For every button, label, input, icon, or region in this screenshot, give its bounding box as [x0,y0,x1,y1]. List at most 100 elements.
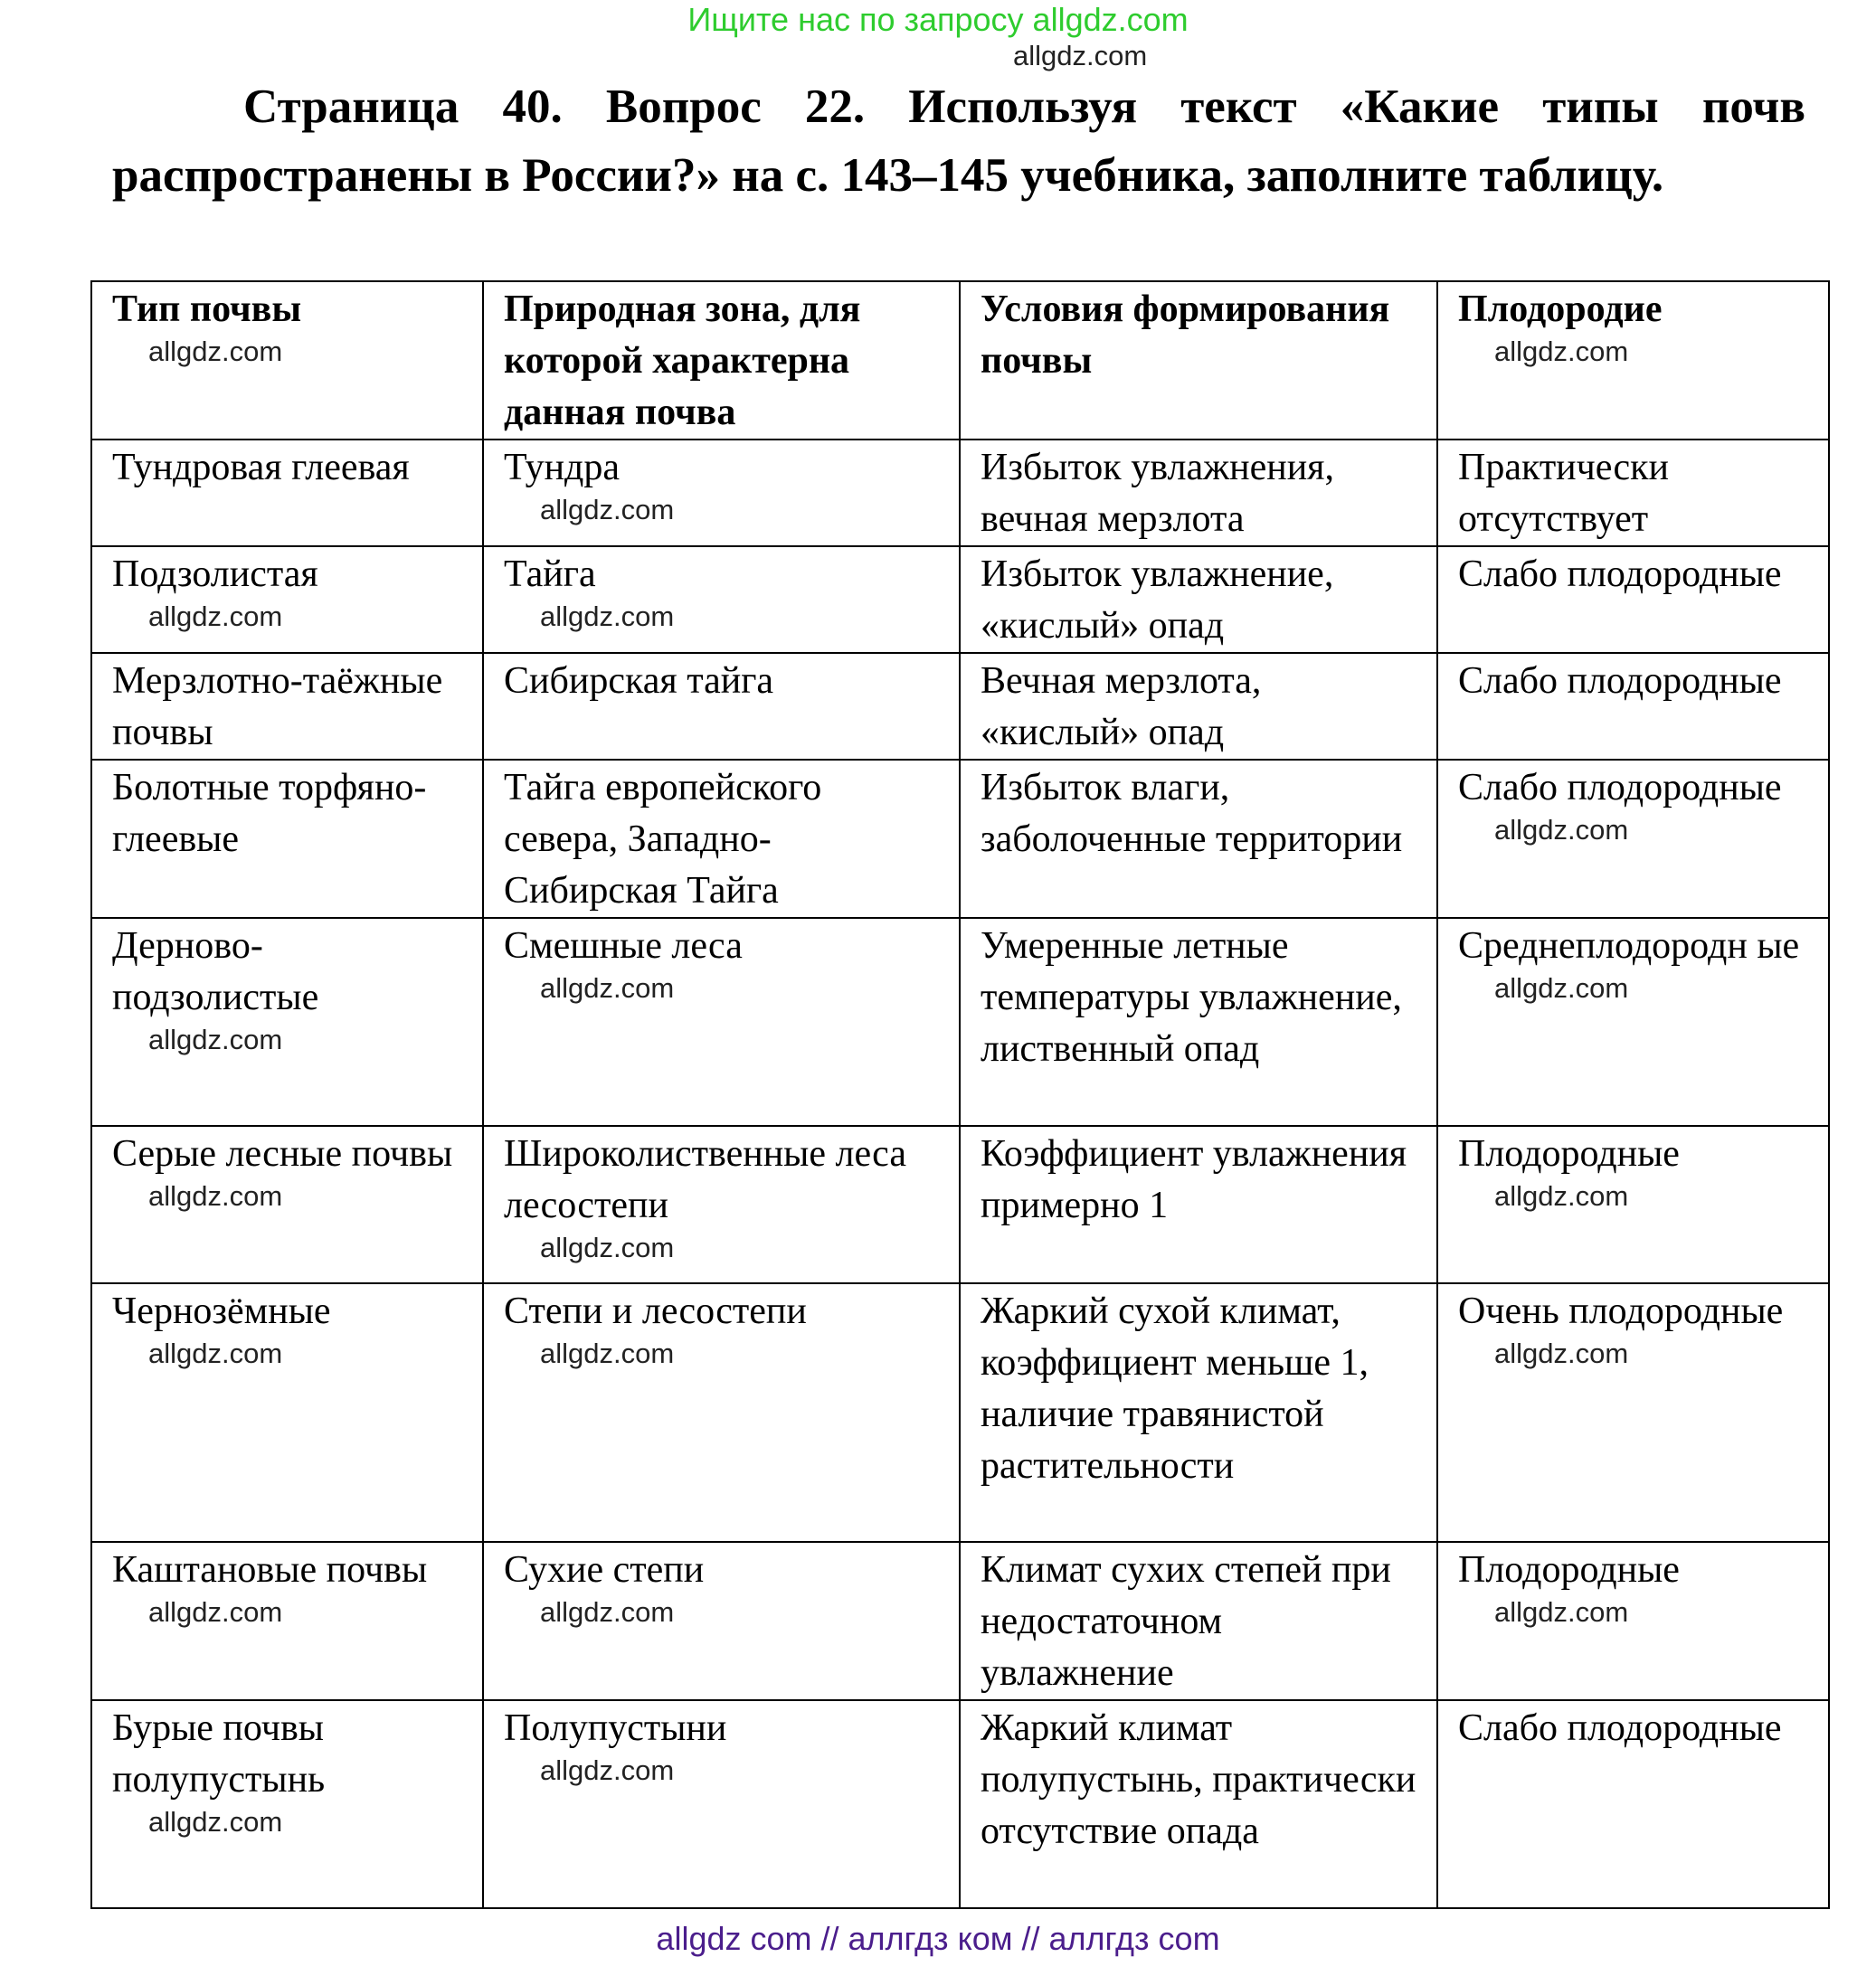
cell-conditions: Избыток увлажнение, «кислый» опад [959,545,1438,654]
watermark: allgdz.com [540,1754,675,1786]
watermark: allgdz.com [148,1596,283,1628]
cell-natural-zone: Тундра allgdz.com [482,439,961,547]
table-row: Тундровая глеевая Тундра allgdz.com Избыток… [90,439,1830,547]
cell-text: Степи и лесостепи [504,1291,807,1332]
cell-soil-type: Мерзлотно-таёжные почвы [90,652,484,761]
watermark: allgdz.com [1494,814,1629,846]
page-title: Страница 40. Вопрос 22. Используя текст … [112,80,1805,202]
soil-table: Тип почвы allgdz.com Природная зона, для к… [90,280,1830,1909]
watermark: allgdz.com [1494,1180,1629,1212]
cell-text: Подзолистая [112,553,318,595]
watermark: allgdz.com [540,1596,675,1628]
cell-conditions: Избыток увлажнения, вечная мерзлота [959,439,1438,547]
cell-text: Умеренные летные температуры увлажнение,… [981,925,1402,1070]
cell-fertility: Слабо плодородные [1436,652,1830,761]
cell-text: Тундровая глеевая [112,447,410,488]
table-row: Чернозёмные allgdz.com Степи и лесостепи al… [90,1282,1830,1543]
cell-natural-zone: Тайга европейского севера, Западно-Сибир… [482,759,961,919]
watermark: allgdz.com [1494,336,1629,367]
cell-soil-type: Чернозёмные allgdz.com [90,1282,484,1543]
watermark: allgdz.com [148,1180,283,1212]
watermark: allgdz.com [1494,1596,1629,1628]
cell-text: Плодородные [1458,1133,1680,1175]
cell-fertility: Слабо плодородные allgdz.com [1436,759,1830,919]
cell-text: Жаркий климат полупустынь, практически о… [981,1707,1416,1852]
cell-conditions: Жаркий климат полупустынь, практически о… [959,1699,1438,1909]
watermark: allgdz.com [148,336,283,367]
table-header-row: Тип почвы allgdz.com Природная зона, для к… [90,280,1830,440]
cell-text: Практически отсутствует [1458,447,1669,540]
cell-conditions: Коэффициент увлажнения примерно 1 [959,1125,1438,1284]
cell-natural-zone: Сухие степи allgdz.com [482,1541,961,1701]
cell-soil-type: Тундровая глеевая [90,439,484,547]
cell-natural-zone: Смешные леса allgdz.com [482,917,961,1127]
watermark: allgdz.com [540,600,675,632]
table-row: Мерзлотно-таёжные почвы Сибирская тайга Ве… [90,652,1830,761]
header-fertility: Плодородие allgdz.com [1436,280,1830,440]
cell-text: Каштановые почвы [112,1549,428,1591]
cell-text: Полупустыни [504,1707,727,1749]
cell-fertility: Очень плодородные allgdz.com [1436,1282,1830,1543]
cell-text: Широколиственные леса лесостепи [504,1133,906,1226]
cell-text: Болотные торфяно-глеевые [112,767,427,860]
cell-text: Слабо плодородные [1458,553,1782,595]
cell-text: Чернозёмные [112,1291,331,1332]
cell-conditions: Вечная мерзлота, «кислый» опад [959,652,1438,761]
cell-text: Сухие степи [504,1549,705,1591]
cell-text: Дерново-подзолистые [112,925,319,1018]
cell-text: Тайга европейского севера, Западно-Сибир… [504,767,822,912]
cell-conditions: Избыток влаги, заболоченные территории [959,759,1438,919]
cell-text: Вечная мерзлота, «кислый» опад [981,660,1262,753]
cell-conditions: Климат сухих степей при недостаточном ув… [959,1541,1438,1701]
cell-fertility: Среднеплодородн ые allgdz.com [1436,917,1830,1127]
table-row: Каштановые почвы allgdz.com Сухие степи all… [90,1541,1830,1701]
header-conditions: Условия формирования почвы [959,280,1438,440]
cell-text: Плодородные [1458,1549,1680,1591]
cell-soil-type: Болотные торфяно-глеевые [90,759,484,919]
cell-text: Тайга [504,553,596,595]
cell-text: Тундра [504,447,621,488]
cell-text: Условия формирования почвы [981,288,1390,382]
cell-text: Очень плодородные [1458,1291,1784,1332]
watermark: allgdz.com [540,972,675,1004]
watermark: allgdz.com [148,1806,283,1838]
cell-soil-type: Каштановые почвы allgdz.com [90,1541,484,1701]
cell-text: Избыток увлажнения, вечная мерзлота [981,447,1335,540]
watermark: allgdz.com [540,1338,675,1369]
cell-natural-zone: Широколиственные леса лесостепи allgdz.co… [482,1125,961,1284]
cell-text: Жаркий сухой климат, коэффициент меньше … [981,1291,1369,1487]
watermark: allgdz.com [148,1338,283,1369]
cell-fertility: Плодородные allgdz.com [1436,1541,1830,1701]
cell-conditions: Умеренные летные температуры увлажнение,… [959,917,1438,1127]
cell-text: Избыток влаги, заболоченные территории [981,767,1403,860]
header-soil-type: Тип почвы allgdz.com [90,280,484,440]
cell-text: Слабо плодородные [1458,660,1782,702]
cell-soil-type: Бурые почвы полупустынь allgdz.com [90,1699,484,1909]
footer-watermark: allgdz com // аллгдз ком // аллгдз com [656,1920,1220,1957]
header-natural-zone: Природная зона, для которой характерна д… [482,280,961,440]
cell-text: Слабо плодородные [1458,767,1782,808]
watermark: allgdz.com [148,1024,283,1055]
table-row: Бурые почвы полупустынь allgdz.com Полупус… [90,1699,1830,1909]
cell-text: Тип почвы [112,288,302,330]
watermark: allgdz.com [540,1232,675,1263]
cell-text: Природная зона, для которой характерна д… [504,288,861,433]
table-row: Серые лесные почвы allgdz.com Широколистве… [90,1125,1830,1284]
cell-soil-type: Серые лесные почвы allgdz.com [90,1125,484,1284]
cell-text: Избыток увлажнение, «кислый» опад [981,553,1334,647]
cell-text: Плодородие [1458,288,1663,330]
cell-text: Смешные леса [504,925,743,967]
cell-text: Среднеплодородн ые [1458,925,1800,967]
cell-soil-type: Подзолистая allgdz.com [90,545,484,654]
cell-fertility: Плодородные allgdz.com [1436,1125,1830,1284]
watermark: allgdz.com [540,494,675,525]
search-banner[interactable]: Ищите нас по запросу allgdz.com [687,1,1189,38]
cell-text: Слабо плодородные [1458,1707,1782,1749]
cell-soil-type: Дерново-подзолистые allgdz.com [90,917,484,1127]
watermark: allgdz.com [1013,40,1148,71]
cell-text: Серые лесные почвы [112,1133,453,1175]
cell-text: Сибирская тайга [504,660,774,702]
cell-natural-zone: Полупустыни allgdz.com [482,1699,961,1909]
cell-text: Бурые почвы полупустынь [112,1707,326,1801]
cell-natural-zone: Степи и лесостепи allgdz.com [482,1282,961,1543]
